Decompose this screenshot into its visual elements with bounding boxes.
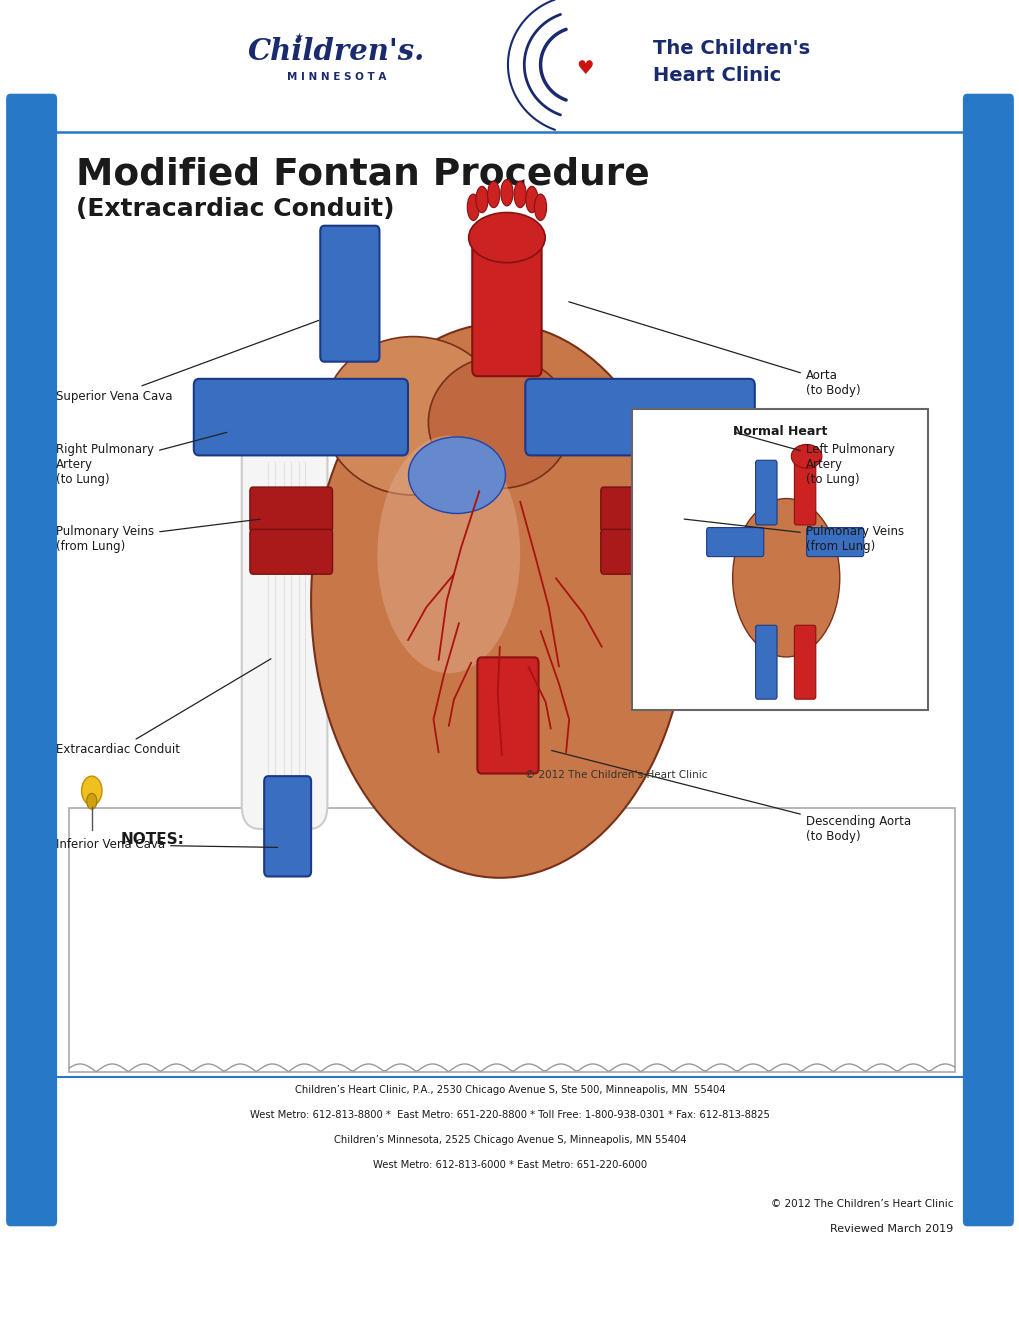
Text: Normal Heart: Normal Heart [733, 425, 826, 438]
FancyBboxPatch shape [6, 94, 57, 1226]
Ellipse shape [469, 213, 545, 263]
Ellipse shape [791, 445, 821, 469]
FancyBboxPatch shape [477, 657, 538, 774]
Text: Modified Fontan Procedure: Modified Fontan Procedure [76, 156, 650, 193]
Text: Pulmonary Veins
(from Lung): Pulmonary Veins (from Lung) [684, 519, 903, 553]
Text: Children's.: Children's. [248, 37, 425, 66]
FancyBboxPatch shape [242, 432, 327, 829]
FancyBboxPatch shape [706, 528, 763, 557]
Ellipse shape [82, 776, 102, 805]
FancyBboxPatch shape [755, 626, 776, 700]
Bar [69, 808, 954, 1072]
Ellipse shape [500, 180, 513, 206]
FancyBboxPatch shape [194, 379, 408, 455]
Text: Reviewed March 2019: Reviewed March 2019 [829, 1224, 953, 1234]
Text: © 2012 The Children’s Heart Clinic: © 2012 The Children’s Heart Clinic [770, 1199, 953, 1209]
FancyBboxPatch shape [794, 626, 815, 700]
Text: West Metro: 612-813-6000 * East Metro: 651-220-6000: West Metro: 612-813-6000 * East Metro: 6… [373, 1160, 646, 1171]
Text: ♥: ♥ [576, 59, 594, 78]
Ellipse shape [377, 436, 520, 673]
FancyBboxPatch shape [806, 528, 863, 557]
Text: The Children's: The Children's [652, 40, 809, 58]
FancyBboxPatch shape [600, 529, 683, 574]
Ellipse shape [534, 194, 546, 220]
FancyBboxPatch shape [600, 487, 683, 532]
Text: Left Pulmonary
Artery
(to Lung): Left Pulmonary Artery (to Lung) [735, 433, 894, 486]
Ellipse shape [525, 186, 537, 213]
FancyBboxPatch shape [250, 529, 332, 574]
Ellipse shape [514, 181, 526, 207]
Text: Right Pulmonary
Artery
(to Lung): Right Pulmonary Artery (to Lung) [56, 433, 226, 486]
Text: Pulmonary Veins
(from Lung): Pulmonary Veins (from Lung) [56, 519, 260, 553]
Text: ★: ★ [294, 32, 303, 42]
FancyBboxPatch shape [250, 487, 332, 532]
FancyBboxPatch shape [794, 461, 815, 525]
Text: (Extracardiac Conduit): (Extracardiac Conduit) [76, 197, 394, 220]
Ellipse shape [324, 337, 502, 495]
Bar [632, 409, 927, 710]
Text: © 2012 The Children’s Heart Clinic: © 2012 The Children’s Heart Clinic [525, 770, 707, 780]
Text: Heart Clinic: Heart Clinic [652, 66, 781, 84]
Text: Superior Vena Cava: Superior Vena Cava [56, 321, 318, 403]
FancyBboxPatch shape [755, 461, 776, 525]
Text: Inferior Vena Cava: Inferior Vena Cava [56, 838, 277, 851]
Text: M I N N E S O T A: M I N N E S O T A [286, 71, 386, 82]
Ellipse shape [732, 499, 839, 657]
FancyBboxPatch shape [525, 379, 754, 455]
FancyBboxPatch shape [472, 238, 541, 376]
FancyBboxPatch shape [320, 226, 379, 362]
Text: NOTES:: NOTES: [120, 832, 184, 846]
FancyBboxPatch shape [962, 94, 1013, 1226]
Ellipse shape [487, 181, 499, 207]
Text: Children’s Minnesota, 2525 Chicago Avenue S, Minneapolis, MN 55404: Children’s Minnesota, 2525 Chicago Avenu… [333, 1135, 686, 1146]
Text: Children’s Heart Clinic, P.A., 2530 Chicago Avenue S, Ste 500, Minneapolis, MN  : Children’s Heart Clinic, P.A., 2530 Chic… [294, 1085, 725, 1096]
FancyBboxPatch shape [264, 776, 311, 876]
Ellipse shape [467, 194, 479, 220]
Text: Aorta
(to Body): Aorta (to Body) [569, 302, 860, 397]
Ellipse shape [409, 437, 505, 513]
Ellipse shape [87, 793, 97, 809]
Text: West Metro: 612-813-8800 *  East Metro: 651-220-8800 * Toll Free: 1-800-938-0301: West Metro: 612-813-8800 * East Metro: 6… [250, 1110, 769, 1121]
Text: Extracardiac Conduit: Extracardiac Conduit [56, 659, 271, 756]
Text: Descending Aorta
(to Body): Descending Aorta (to Body) [551, 751, 910, 843]
Ellipse shape [311, 323, 688, 878]
Ellipse shape [476, 186, 488, 213]
Ellipse shape [428, 356, 571, 488]
